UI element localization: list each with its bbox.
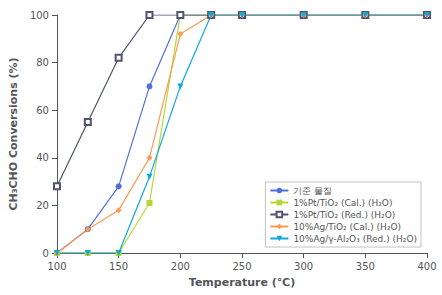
svg-text:400: 400 bbox=[417, 261, 436, 272]
svg-text:60: 60 bbox=[36, 105, 49, 116]
svg-text:1%Pt/TiO₂ (Red.) (H₂O): 1%Pt/TiO₂ (Red.) (H₂O) bbox=[293, 210, 395, 220]
svg-text:200: 200 bbox=[171, 261, 190, 272]
svg-text:350: 350 bbox=[356, 261, 375, 272]
svg-text:1%Pt/TiO₂ (Cal.) (H₂O): 1%Pt/TiO₂ (Cal.) (H₂O) bbox=[293, 198, 392, 208]
svg-text:Temperature (℃): Temperature (℃) bbox=[189, 276, 295, 289]
svg-text:100: 100 bbox=[47, 261, 66, 272]
svg-text:10%Ag/γ-Al₂O₃ (Red.) (H₂O): 10%Ag/γ-Al₂O₃ (Red.) (H₂O) bbox=[293, 234, 417, 244]
svg-text:150: 150 bbox=[109, 261, 128, 272]
svg-text:0: 0 bbox=[43, 248, 49, 259]
svg-text:250: 250 bbox=[232, 261, 251, 272]
svg-text:300: 300 bbox=[294, 261, 313, 272]
svg-text:40: 40 bbox=[36, 152, 49, 163]
svg-text:10%Ag/TiO₂ (Cal.) (H₂O): 10%Ag/TiO₂ (Cal.) (H₂O) bbox=[293, 222, 401, 232]
svg-text:CH₃CHO Conversions (%): CH₃CHO Conversions (%) bbox=[7, 57, 20, 210]
svg-text:20: 20 bbox=[36, 200, 49, 211]
svg-text:기준 물질: 기준 물질 bbox=[293, 186, 332, 196]
svg-text:100: 100 bbox=[30, 10, 49, 21]
svg-text:80: 80 bbox=[36, 57, 49, 68]
